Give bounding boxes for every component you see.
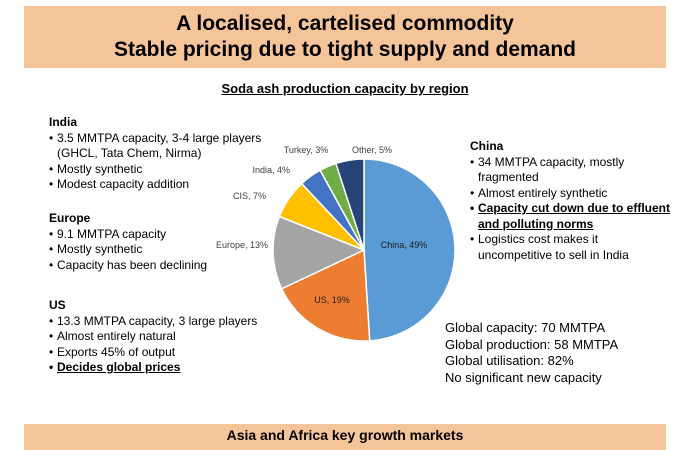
india-bullet: Modest capacity addition	[49, 177, 264, 193]
slice-label-china: China, 49%	[381, 240, 428, 250]
slice-label-india: India, 4%	[252, 165, 290, 175]
stat-line: Global production: 58 MMTPA	[445, 336, 619, 352]
us-bullet: Almost entirely natural	[49, 329, 274, 345]
pie-slice-us	[280, 248, 371, 342]
europe-block: Europe 9.1 MMTPA capacity Mostly synthet…	[49, 211, 239, 273]
header-line-1: A localised, cartelised commodity	[176, 12, 514, 35]
china-heading: China	[470, 139, 504, 153]
china-bullet: Logistics cost makes it uncompetitive to…	[470, 232, 670, 263]
header-line-2: Stable pricing due to tight supply and d…	[113, 38, 577, 61]
slice-label-us: US, 19%	[314, 295, 350, 305]
stat-line: Global utilisation: 82%	[445, 353, 574, 368]
us-block: US 13.3 MMTPA capacity, 3 large players …	[49, 298, 274, 376]
india-bullet: 3.5 MMTPA capacity, 3-4 large players (G…	[49, 131, 264, 162]
pie-slice-china	[363, 158, 456, 342]
europe-heading: Europe	[49, 211, 91, 225]
stat-line: No significant new capacity	[445, 369, 602, 385]
us-heading: US	[49, 298, 66, 312]
chart-title: Soda ash production capacity by region	[221, 81, 469, 96]
europe-bullet: Capacity has been declining	[49, 258, 239, 274]
europe-bullet: Mostly synthetic	[49, 242, 239, 258]
europe-bullet: 9.1 MMTPA capacity	[49, 227, 239, 243]
pie-slice-europe	[272, 215, 366, 290]
us-bullet: Exports 45% of output	[49, 345, 274, 361]
india-heading: India	[49, 115, 78, 129]
india-bullet: Mostly synthetic	[49, 162, 264, 178]
slice-label-turkey: Turkey, 3%	[284, 145, 329, 155]
header-banner: A localised, cartelised commodity Stable…	[24, 6, 666, 68]
china-bullet: Almost entirely synthetic	[470, 186, 670, 202]
china-bullet: 34 MMTPA capacity, mostly fragmented	[470, 155, 670, 186]
china-bullet-emphasis: Capacity cut down due to effluent and po…	[470, 201, 670, 232]
slice-label-europe: Europe, 13%	[216, 240, 268, 250]
global-stats: Global capacity: 70 MMTPA Global product…	[445, 320, 618, 386]
china-block: China 34 MMTPA capacity, mostly fragment…	[470, 139, 670, 263]
india-block: India 3.5 MMTPA capacity, 3-4 large play…	[49, 115, 264, 193]
footer-banner: Asia and Africa key growth markets	[24, 424, 666, 450]
pie-slice-other	[334, 158, 365, 251]
stat-line: Global capacity: 70 MMTPA	[445, 320, 606, 335]
us-bullet: 13.3 MMTPA capacity, 3 large players	[49, 314, 274, 330]
slice-label-cis: CIS, 7%	[233, 191, 266, 201]
us-bullet-emphasis: Decides global prices	[49, 360, 274, 376]
slice-label-other: Other, 5%	[352, 145, 392, 155]
